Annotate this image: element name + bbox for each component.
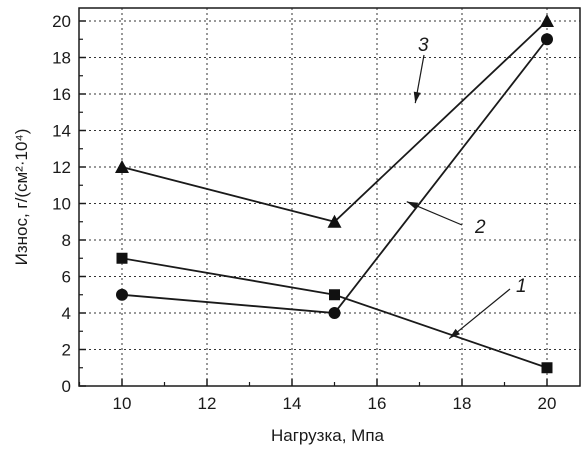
y-tick-label: 4 <box>62 304 71 323</box>
series-3-point <box>540 14 554 27</box>
y-tick-label: 18 <box>52 49 71 68</box>
annotation-2-label: 2 <box>474 217 486 238</box>
y-tick-label: 0 <box>62 377 71 396</box>
x-tick-label: 18 <box>453 394 472 413</box>
x-tick-label: 20 <box>538 394 557 413</box>
y-tick-label: 12 <box>52 158 71 177</box>
annotation-1-label: 1 <box>516 276 527 297</box>
y-tick-label: 2 <box>62 341 71 360</box>
y-axis-title: Износ, г/(см²·10⁴) <box>12 129 31 266</box>
series-2-point <box>541 33 553 46</box>
grid <box>79 8 580 386</box>
series-3-point <box>327 214 342 228</box>
series-3-point <box>115 160 129 173</box>
annotation-3-label: 3 <box>418 35 429 56</box>
series-markers <box>115 14 554 374</box>
series-1-point <box>329 289 340 301</box>
y-tick-label: 16 <box>52 85 71 104</box>
annotation-1-leader <box>448 288 511 340</box>
series-2-point <box>328 307 341 319</box>
y-tick-label: 6 <box>62 268 71 287</box>
y-tick-label: 14 <box>52 122 71 141</box>
x-tick-label: 12 <box>198 394 217 413</box>
plot-frame <box>78 7 581 387</box>
curve-annotations: 1 2 3 <box>406 35 527 340</box>
annotation-2-arrowhead <box>406 201 419 210</box>
x-axis-title: Нагрузка, Мпа <box>271 426 385 445</box>
y-tick-label: 8 <box>62 231 71 250</box>
x-tick-label: 10 <box>113 394 132 413</box>
annotation-1-arrowhead <box>449 328 460 339</box>
series-1-point <box>541 362 553 374</box>
series-2-point <box>116 288 128 301</box>
x-tick-label: 14 <box>283 394 302 413</box>
y-tick-label: 10 <box>52 195 71 214</box>
annotation-3-arrowhead <box>413 91 421 104</box>
y-tick-label: 20 <box>52 12 71 31</box>
series-1-point <box>116 252 128 264</box>
x-tick-label: 16 <box>368 394 387 413</box>
